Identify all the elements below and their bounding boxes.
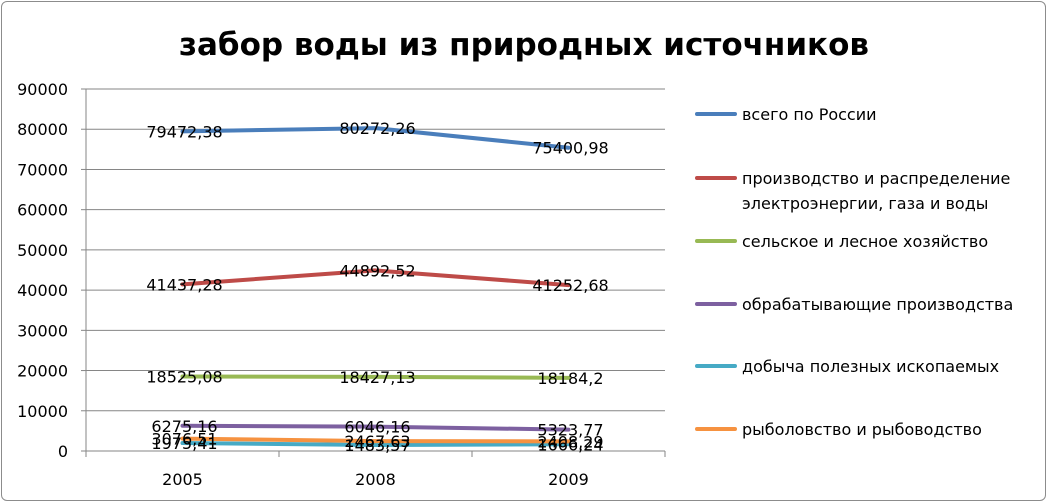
data-label: 18427,13 bbox=[339, 368, 415, 387]
series-line-5 bbox=[180, 436, 571, 444]
gridlines bbox=[86, 88, 665, 412]
legend: всего по России производство и распределе… bbox=[695, 105, 1013, 439]
y-tick-label: 0 bbox=[58, 442, 68, 461]
data-label: 2467,63 bbox=[344, 432, 410, 451]
y-tick-label: 90000 bbox=[17, 80, 68, 99]
series-line-4 bbox=[180, 441, 571, 448]
chart-title: забор воды из природных источников bbox=[179, 27, 869, 63]
data-label: 3076,51 bbox=[151, 430, 217, 449]
data-label: 44892,52 bbox=[339, 261, 415, 280]
series-lines bbox=[180, 126, 571, 448]
legend-label: обрабатывающие производства bbox=[742, 295, 1013, 314]
legend-label: сельское и лесное хозяйство bbox=[742, 232, 988, 251]
legend-label: производство и распределение bbox=[742, 169, 1010, 188]
data-label: 5323,77 bbox=[537, 421, 603, 440]
legend-label: электроэнергии, газа и воды bbox=[742, 194, 988, 213]
data-label: 1666,24 bbox=[537, 435, 603, 454]
y-tick-label: 80000 bbox=[17, 120, 68, 139]
data-label: 75400,98 bbox=[532, 139, 608, 158]
data-label: 6046,16 bbox=[344, 418, 410, 437]
data-label: 18184,2 bbox=[537, 369, 603, 388]
series-line-2 bbox=[180, 374, 571, 380]
data-label: 79472,38 bbox=[146, 122, 222, 141]
data-label: 80272,26 bbox=[339, 119, 415, 138]
series-line-3 bbox=[180, 423, 571, 432]
data-label: 6275,16 bbox=[151, 417, 217, 436]
x-tick-label: 2009 bbox=[548, 470, 589, 489]
y-tick-label: 70000 bbox=[17, 160, 68, 179]
series-line-0 bbox=[180, 126, 571, 150]
data-label: 2408,29 bbox=[537, 432, 603, 451]
x-tick-label: 2005 bbox=[162, 470, 203, 489]
legend-label: всего по России bbox=[742, 105, 877, 124]
x-tick-label: 2008 bbox=[355, 470, 396, 489]
y-tick-label: 20000 bbox=[17, 362, 68, 381]
legend-label: добыча полезных ископаемых bbox=[742, 357, 999, 376]
series-line-1 bbox=[180, 268, 571, 288]
data-labels: 79472,38 80272,26 75400,98 41437,28 44892,52… bbox=[146, 119, 608, 455]
legend-label: рыболовство и рыбоводство bbox=[742, 420, 982, 439]
y-tick-label: 30000 bbox=[17, 321, 68, 340]
data-label: 41437,28 bbox=[146, 275, 222, 294]
data-label: 18525,08 bbox=[146, 367, 222, 386]
axes: 0 10000 20000 30000 40000 50000 60000 70000 8000… bbox=[17, 80, 666, 489]
data-label: 41252,68 bbox=[532, 276, 608, 295]
y-tick-label: 10000 bbox=[17, 402, 68, 421]
y-tick-label: 40000 bbox=[17, 281, 68, 300]
data-label: 1483,57 bbox=[344, 436, 410, 455]
y-tick-label: 60000 bbox=[17, 201, 68, 220]
data-label: 1975,41 bbox=[151, 434, 217, 453]
y-tick-label: 50000 bbox=[17, 241, 68, 260]
